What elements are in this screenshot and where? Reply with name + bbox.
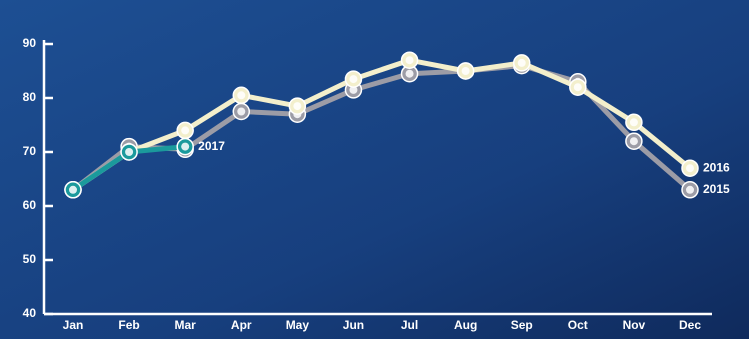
x-tick-label: Oct bbox=[568, 318, 588, 332]
data-point-center bbox=[405, 69, 414, 78]
x-tick-label: Jan bbox=[63, 318, 84, 332]
x-tick-label: Aug bbox=[454, 318, 477, 332]
y-tick-label: 80 bbox=[23, 90, 37, 104]
data-point-center bbox=[181, 142, 190, 151]
x-tick-label: Dec bbox=[679, 318, 701, 332]
data-point-center bbox=[293, 102, 302, 111]
x-tick-label: May bbox=[286, 318, 310, 332]
data-point-center bbox=[629, 137, 638, 146]
data-point-center bbox=[573, 83, 582, 92]
y-tick-label: 60 bbox=[23, 198, 37, 212]
data-point-center bbox=[181, 126, 190, 135]
data-point-center bbox=[237, 107, 246, 116]
data-point-center bbox=[686, 164, 694, 173]
x-tick-label: Apr bbox=[231, 318, 252, 332]
y-tick-label: 90 bbox=[23, 36, 37, 50]
x-tick-label: Sep bbox=[511, 318, 533, 332]
y-tick-label: 50 bbox=[23, 252, 37, 266]
x-tick-label: Jun bbox=[343, 318, 364, 332]
x-tick-label: Feb bbox=[118, 318, 139, 332]
series-label: 2015 bbox=[703, 182, 730, 196]
data-point-center bbox=[69, 185, 77, 194]
data-point-center bbox=[405, 56, 414, 65]
data-point-center bbox=[517, 58, 526, 67]
y-tick-label: 40 bbox=[23, 306, 37, 320]
data-point-center bbox=[349, 85, 358, 94]
data-point-center bbox=[629, 118, 638, 127]
data-point-center bbox=[125, 148, 134, 156]
series-label: 2017 bbox=[198, 139, 225, 153]
y-tick-label: 70 bbox=[23, 144, 37, 158]
series-label: 2016 bbox=[703, 160, 730, 174]
data-point-center bbox=[686, 185, 694, 194]
x-tick-label: Jul bbox=[401, 318, 418, 332]
x-tick-label: Mar bbox=[175, 318, 197, 332]
x-tick-label: Nov bbox=[623, 318, 646, 332]
series-line bbox=[71, 57, 692, 192]
data-point-center bbox=[237, 91, 246, 100]
data-point-center bbox=[461, 67, 470, 75]
data-point-center bbox=[349, 75, 358, 84]
